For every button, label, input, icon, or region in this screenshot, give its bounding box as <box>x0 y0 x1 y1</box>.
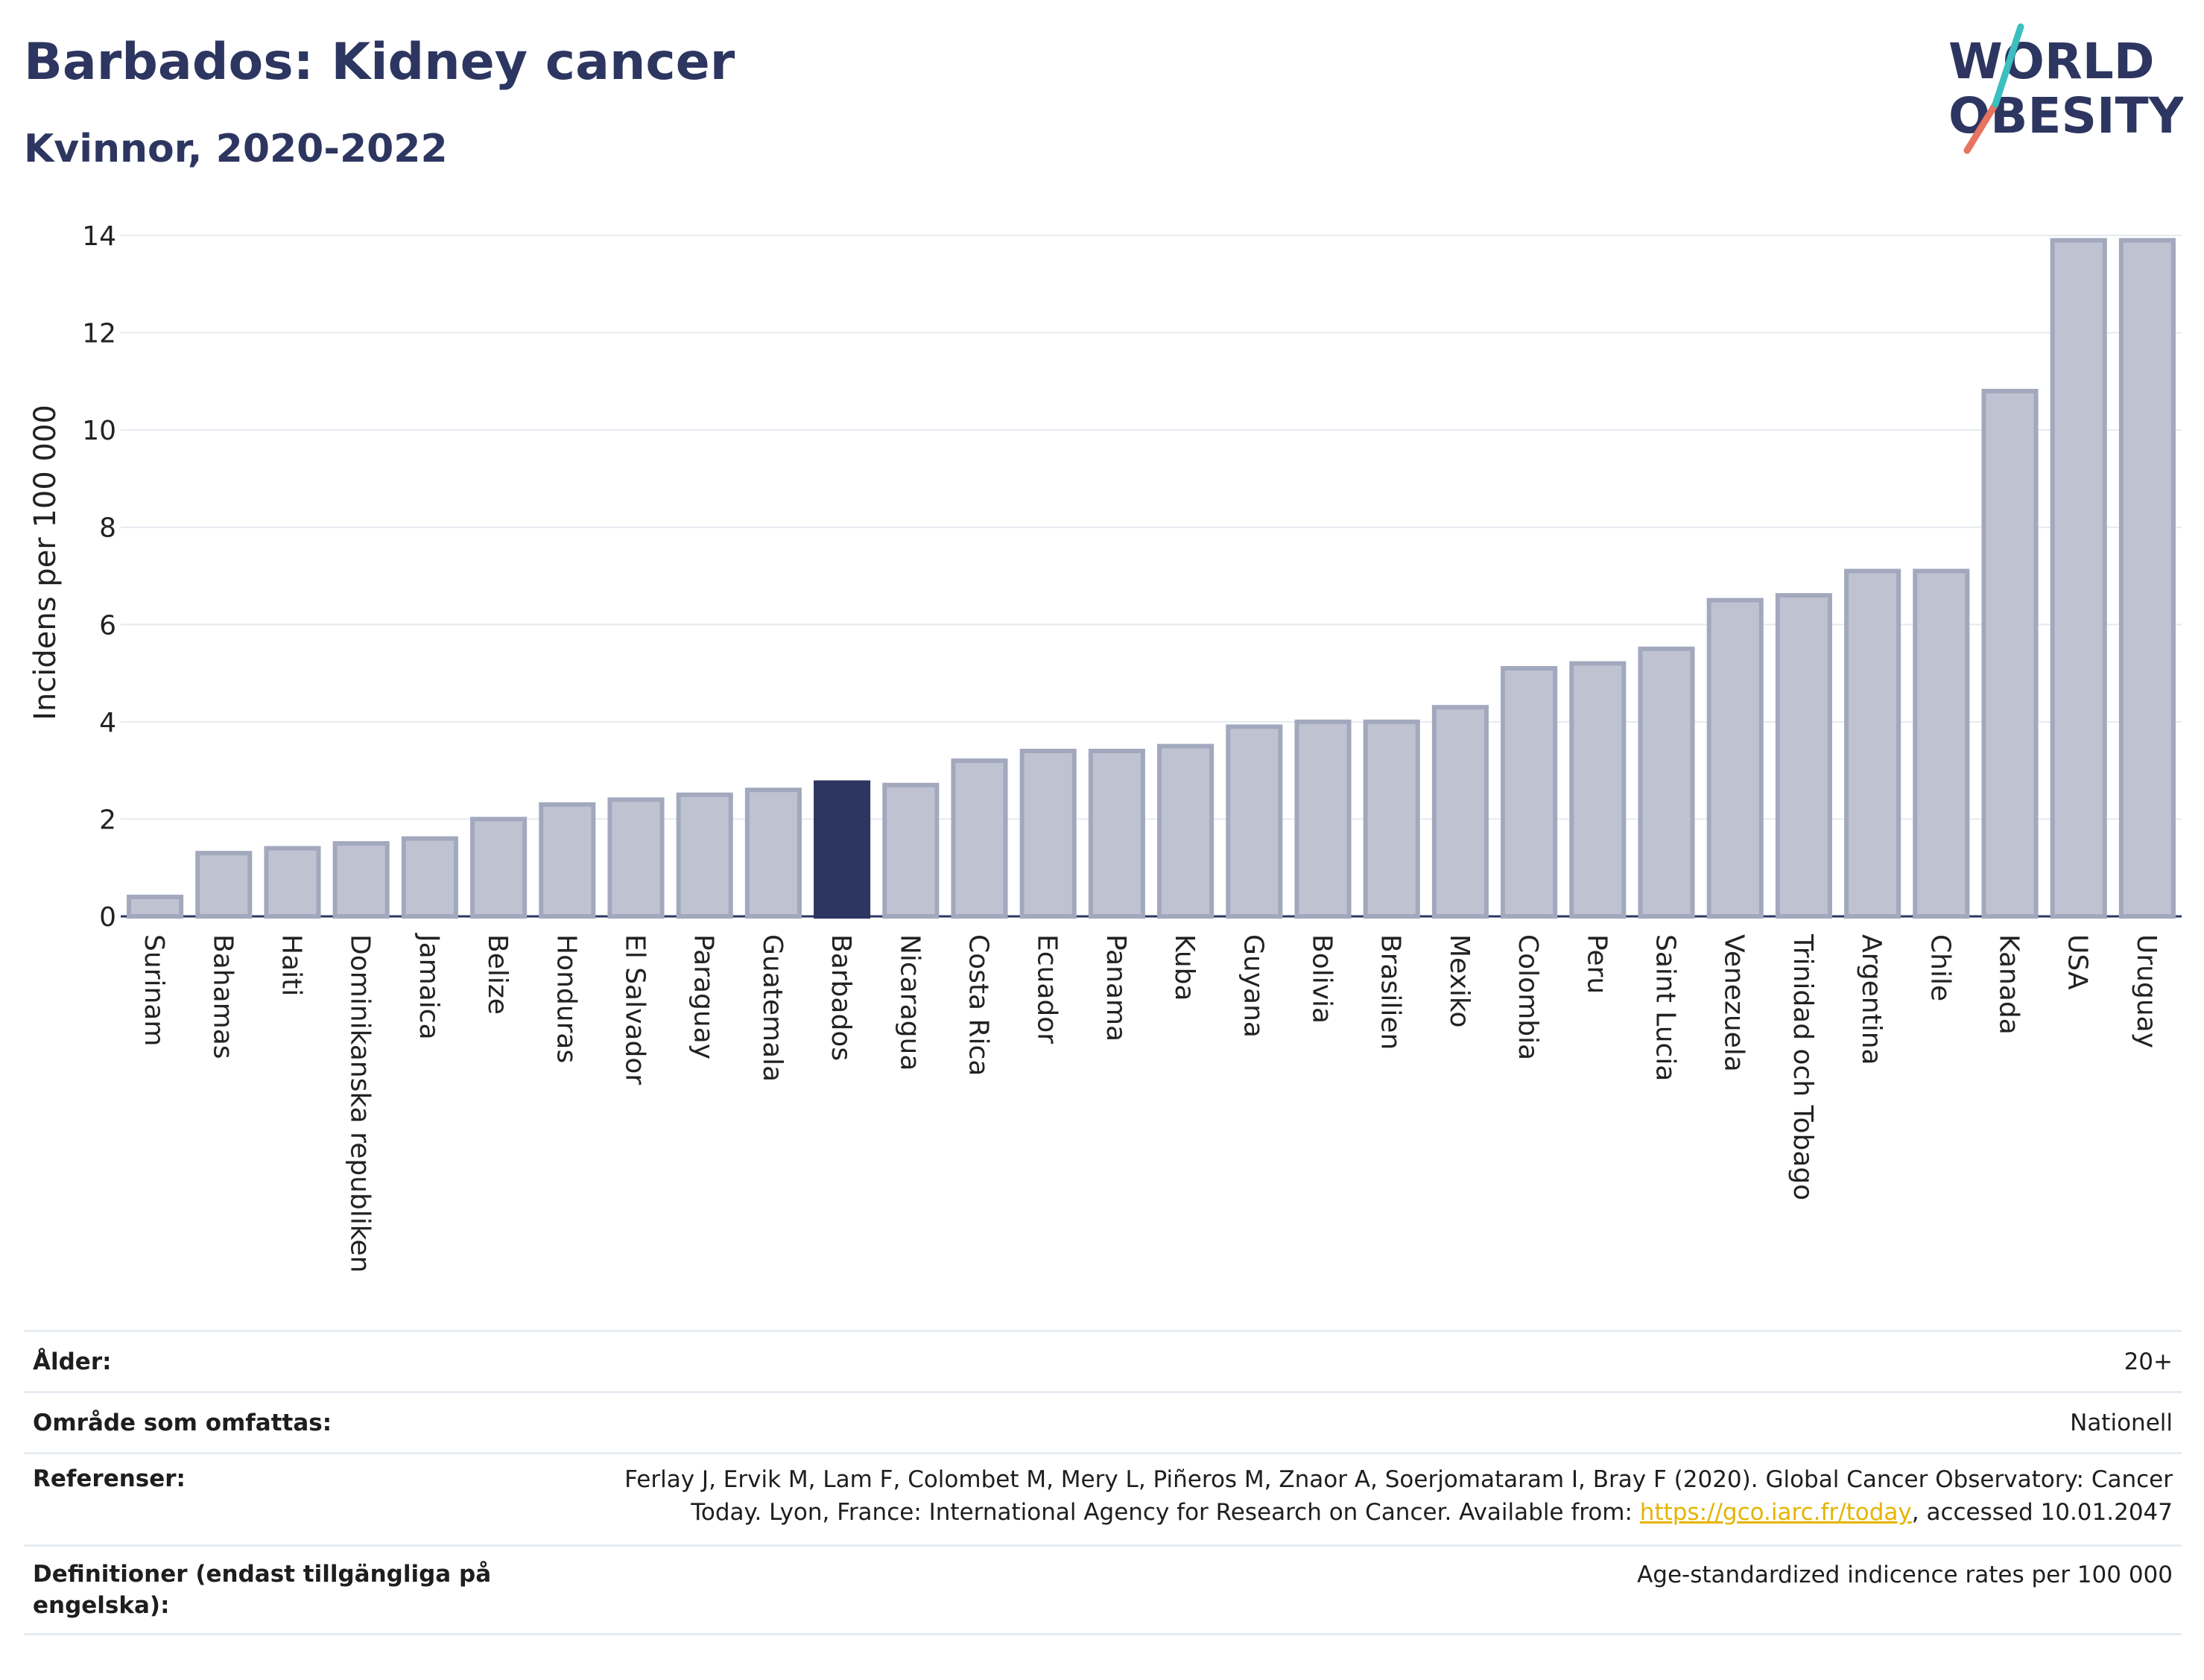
x-tick-label: Mexiko <box>1444 934 1475 1027</box>
bar-costa-rica <box>951 758 1008 919</box>
info-row-area: Område som omfattas: Nationell <box>24 1391 2182 1452</box>
y-tick-label: 2 <box>99 805 116 835</box>
y-tick-label: 14 <box>82 221 116 252</box>
x-tick-label: Costa Rica <box>963 934 994 1076</box>
x-tick-label: Honduras <box>551 934 581 1063</box>
info-label: Område som omfattas: <box>33 1409 332 1436</box>
y-tick-label: 12 <box>82 319 116 349</box>
y-axis-label: Incidens per 100 000 <box>28 405 63 720</box>
x-tick-label: Barbados <box>826 934 856 1061</box>
bar-colombia <box>1501 666 1558 919</box>
bar-dominikanska-republiken <box>332 841 390 919</box>
x-tick-labels: Surinam Bahamas Haiti Dominikanska republik… <box>139 933 2162 1272</box>
bar-paraguay <box>676 792 733 919</box>
bar-kuba <box>1157 744 1215 919</box>
y-tick-label: 8 <box>99 513 116 544</box>
x-tick-label: Chile <box>1925 934 1955 1001</box>
x-tick-label: Uruguay <box>2131 934 2162 1048</box>
info-label: Referenser: <box>33 1465 186 1492</box>
x-tick-label: Bahamas <box>207 934 238 1059</box>
bar-jamaica <box>401 836 458 919</box>
bars <box>127 238 2176 919</box>
info-table: Ålder: 20+ Område som omfattas: Nationel… <box>24 1330 2182 1635</box>
bar-peru <box>1569 661 1627 919</box>
info-value: Nationell <box>2070 1409 2173 1436</box>
info-row-definitions: Definitioner (endast tillgängliga på eng… <box>24 1544 2182 1635</box>
reference-accessed: , accessed 10.01.2047 <box>1911 1499 2173 1526</box>
bar-bolivia <box>1294 719 1352 919</box>
bar-nicaragua <box>882 782 940 919</box>
info-label: Ålder: <box>33 1348 112 1375</box>
bar-guyana <box>1226 724 1283 919</box>
bar-barbados <box>814 780 871 919</box>
info-value: Age-standardized indicence rates per 100… <box>1637 1562 2173 1588</box>
bar-belize <box>470 817 528 919</box>
y-tick-label: 0 <box>99 902 116 933</box>
x-tick-label: Panama <box>1101 934 1131 1042</box>
x-tick-label: Haiti <box>276 934 307 996</box>
bar-mexiko <box>1431 705 1489 919</box>
x-tick-label: Jamaica <box>414 933 444 1040</box>
grid-lines <box>121 235 2182 918</box>
logo-slash-red <box>1963 101 1999 154</box>
y-tick-label: 4 <box>99 708 116 738</box>
reference-text: Ferlay J, Ervik M, Lam F, Colombet M, Me… <box>624 1466 2173 1526</box>
x-tick-label: Dominikanska republiken <box>345 934 376 1272</box>
bar-el-salvador <box>607 797 665 919</box>
y-tick-label: 6 <box>99 610 116 641</box>
info-label: Definitioner (endast tillgängliga på eng… <box>33 1561 492 1619</box>
bar-uruguay <box>2118 238 2176 919</box>
bar-honduras <box>539 802 596 919</box>
world-obesity-logo: WORLD OBESITY <box>1948 23 2183 154</box>
x-tick-label: Trinidad och Tobago <box>1787 933 1818 1200</box>
bar-haiti <box>264 846 321 919</box>
logo-line1: WORLD <box>1948 33 2155 90</box>
x-tick-label: El Salvador <box>620 934 650 1085</box>
bar-brasilien <box>1363 719 1420 919</box>
info-row-references: Referenser: Ferlay J, Ervik M, Lam F, Co… <box>24 1452 2182 1544</box>
x-tick-label: Guyana <box>1238 934 1268 1038</box>
y-tick-labels: 0 2 4 6 8 10 12 14 <box>82 221 116 933</box>
bar-venezuela <box>1706 597 1764 919</box>
logo-slash-teal <box>1992 23 2024 108</box>
bar-kanada <box>1981 388 2039 919</box>
bar-surinam <box>127 894 184 919</box>
x-tick-label: Kanada <box>1994 934 2024 1035</box>
x-tick-label: Peru <box>1581 934 1612 994</box>
x-tick-label: Kuba <box>1169 934 1200 1001</box>
bar-guatemala <box>744 787 802 919</box>
y-tick-label: 10 <box>82 416 116 446</box>
info-row-age: Ålder: 20+ <box>24 1330 2182 1391</box>
bar-panama <box>1088 749 1145 919</box>
x-tick-label: Argentina <box>1856 934 1887 1065</box>
x-tick-label: Belize <box>482 934 513 1015</box>
bar-argentina <box>1844 568 1901 919</box>
x-tick-label: Ecuador <box>1032 934 1063 1044</box>
x-tick-label: Nicaragua <box>894 934 925 1071</box>
x-tick-label: Bolivia <box>1307 934 1337 1024</box>
info-value: Ferlay J, Ervik M, Lam F, Colombet M, Me… <box>571 1463 2173 1529</box>
bar-ecuador <box>1019 749 1077 919</box>
x-tick-label: Venezuela <box>1719 934 1749 1072</box>
x-tick-label: Colombia <box>1513 934 1543 1060</box>
chart-subtitle: Kvinnor, 2020-2022 <box>24 127 448 171</box>
info-value: 20+ <box>2124 1348 2173 1375</box>
x-tick-label: USA <box>2062 934 2093 990</box>
x-tick-label: Saint Lucia <box>1650 934 1681 1081</box>
bar-trinidad-och-tobago <box>1775 593 1832 919</box>
x-tick-label: Surinam <box>139 934 169 1046</box>
bar-chart: 0 2 4 6 8 10 12 14 Surinam Bahamas Haiti Dominikan… <box>28 221 2182 1272</box>
x-tick-label: Guatemala <box>757 934 788 1082</box>
x-tick-label: Paraguay <box>688 934 719 1059</box>
bar-bahamas <box>195 851 253 919</box>
x-tick-label: Brasilien <box>1375 934 1406 1050</box>
reference-link[interactable]: https://gco.iarc.fr/today <box>1639 1499 1912 1526</box>
bar-chile <box>1913 568 1970 919</box>
chart-title: Barbados: Kidney cancer <box>24 33 735 92</box>
bar-saint-lucia <box>1638 646 1695 919</box>
bar-usa <box>2050 238 2107 919</box>
